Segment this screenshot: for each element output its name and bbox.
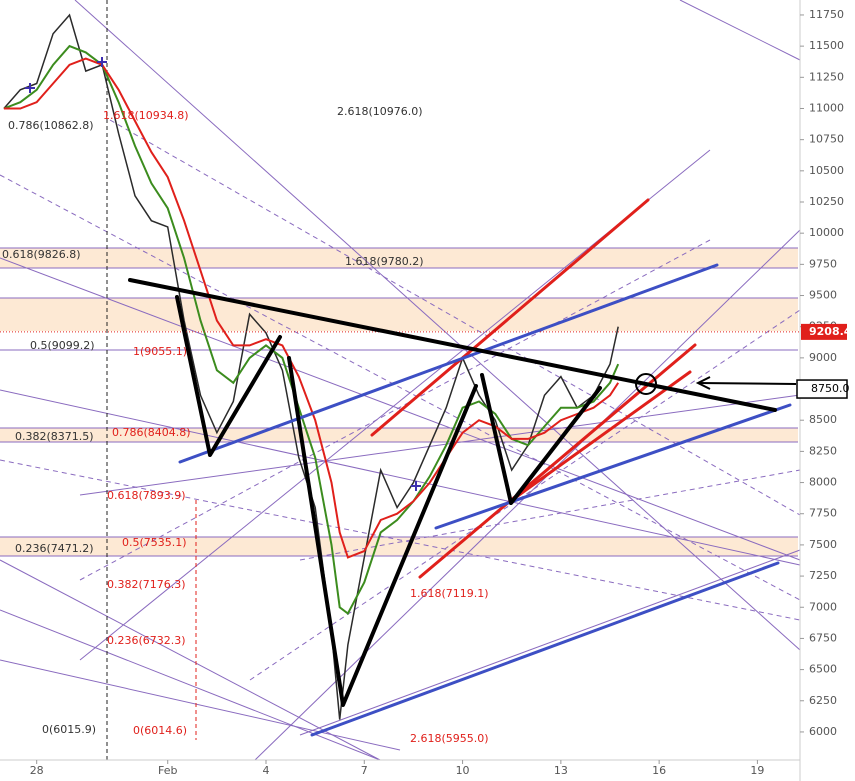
dashed-line bbox=[79, 239, 711, 581]
y-tick-label: 6750 bbox=[809, 631, 837, 644]
y-tick-label: 6500 bbox=[809, 663, 837, 676]
y-tick-label: 9000 bbox=[809, 351, 837, 364]
pattern bbox=[480, 373, 602, 505]
x-tick-label: 16 bbox=[652, 764, 666, 777]
marker-label: 8750.0 bbox=[811, 382, 850, 395]
trend-line bbox=[679, 0, 801, 61]
pattern-lines bbox=[128, 278, 777, 707]
y-tick-label: 10000 bbox=[809, 226, 844, 239]
y-tick-label: 10750 bbox=[809, 133, 844, 146]
neckline bbox=[128, 278, 777, 412]
trend-line bbox=[299, 549, 801, 736]
y-tick-label: 7500 bbox=[809, 538, 837, 551]
marker-box bbox=[796, 379, 848, 399]
x-tick-label: 19 bbox=[750, 764, 764, 777]
y-tick-label: 11750 bbox=[809, 8, 844, 21]
y-tick-label: 8250 bbox=[809, 444, 837, 457]
fib-label: 0.382(8371.5) bbox=[15, 430, 94, 443]
fib-label: 0.5(7535.1) bbox=[122, 536, 187, 549]
fib-label: 0.618(7893.9) bbox=[107, 489, 186, 502]
fib-lines bbox=[0, 247, 798, 557]
band bbox=[0, 298, 798, 331]
blue-channel bbox=[178, 263, 719, 464]
fib-label: 1.618(10934.8) bbox=[103, 109, 189, 122]
x-tick-label: 7 bbox=[361, 764, 368, 777]
cross bbox=[411, 481, 421, 491]
fib-label: 1.618(9780.2) bbox=[345, 255, 424, 268]
fib-label: 2.618(5955.0) bbox=[410, 732, 489, 745]
pattern bbox=[175, 295, 282, 457]
x-tick-label: 4 bbox=[263, 764, 270, 777]
last-price-label: 9208.4 bbox=[809, 325, 852, 338]
x-tick-label: 13 bbox=[554, 764, 568, 777]
y-tick-label: 10250 bbox=[809, 195, 844, 208]
trend-line bbox=[0, 609, 381, 761]
fib-label: 1(9055.1) bbox=[133, 345, 187, 358]
y-tick-label: 10500 bbox=[809, 164, 844, 177]
fib-label: 0.618(9826.8) bbox=[2, 248, 81, 261]
y-tick-label: 8000 bbox=[809, 476, 837, 489]
y-tick-label: 7000 bbox=[809, 600, 837, 613]
axes: 6000 6250 6500 6750 7000 7250 7500 7750 8000 8250… bbox=[30, 8, 852, 777]
y-tick-label: 9750 bbox=[809, 257, 837, 270]
annotations: 0.786(10862.8) 1.618(10934.8) 2.618(10976.… bbox=[2, 105, 489, 745]
fib-label: 0.236(7471.2) bbox=[15, 542, 94, 555]
blue-channel bbox=[310, 561, 780, 737]
fib-label: 0.786(8404.8) bbox=[112, 426, 191, 439]
pattern bbox=[287, 356, 478, 707]
fib-label: 0.5(9099.2) bbox=[30, 339, 95, 352]
fib-label: 1.618(7119.1) bbox=[410, 587, 489, 600]
dashed-line bbox=[299, 469, 801, 561]
band bbox=[0, 248, 798, 268]
dashed-lines bbox=[0, 119, 801, 681]
y-tick-label: 7250 bbox=[809, 569, 837, 582]
fib-label: 0.382(7176.3) bbox=[107, 578, 186, 591]
trend-line bbox=[0, 659, 401, 751]
trend-line bbox=[0, 559, 381, 761]
trend-line bbox=[74, 0, 801, 651]
dashed-line bbox=[109, 119, 801, 516]
red-channel bbox=[510, 370, 692, 502]
band bbox=[0, 537, 798, 556]
crosses bbox=[25, 57, 421, 491]
fib-label: 0(6015.9) bbox=[42, 723, 96, 736]
trend-line bbox=[0, 389, 801, 566]
trend-line bbox=[79, 394, 801, 496]
blue-channel bbox=[434, 403, 792, 530]
y-tick-label: 11000 bbox=[809, 101, 844, 114]
y-tick-label: 8500 bbox=[809, 413, 837, 426]
y-tick-label: 6000 bbox=[809, 725, 837, 738]
fib-label: 0.786(10862.8) bbox=[8, 119, 94, 132]
arrow-head bbox=[695, 376, 711, 390]
cross bbox=[97, 57, 107, 67]
x-tick-label: Feb bbox=[158, 764, 177, 777]
last-price-box bbox=[801, 323, 847, 340]
y-tick-label: 6250 bbox=[809, 694, 837, 707]
arrow-shaft bbox=[697, 382, 797, 385]
dashed-line bbox=[0, 459, 801, 621]
dashed-line bbox=[249, 309, 801, 681]
x-tick-label: 10 bbox=[456, 764, 470, 777]
trend-line bbox=[0, 257, 801, 561]
dashed-line bbox=[0, 174, 801, 601]
fib-label: 0.236(6732.3) bbox=[107, 634, 186, 647]
series-line bbox=[3, 57, 620, 559]
fib-bands bbox=[0, 248, 798, 556]
y-tick-label: 7750 bbox=[809, 507, 837, 520]
x-tick-label: 28 bbox=[30, 764, 44, 777]
fib-label: 2.618(10976.0) bbox=[337, 105, 423, 118]
plot bbox=[0, 13, 800, 720]
fib-label: 0(6014.6) bbox=[133, 724, 187, 737]
series-line bbox=[3, 44, 620, 616]
target-circle bbox=[635, 373, 657, 395]
y-tick-label: 11500 bbox=[809, 39, 844, 52]
cross bbox=[25, 83, 35, 93]
red-channel bbox=[370, 198, 650, 437]
y-tick-label: 9500 bbox=[809, 289, 837, 302]
arrow bbox=[695, 376, 797, 390]
y-tick-label: 11250 bbox=[809, 70, 844, 83]
